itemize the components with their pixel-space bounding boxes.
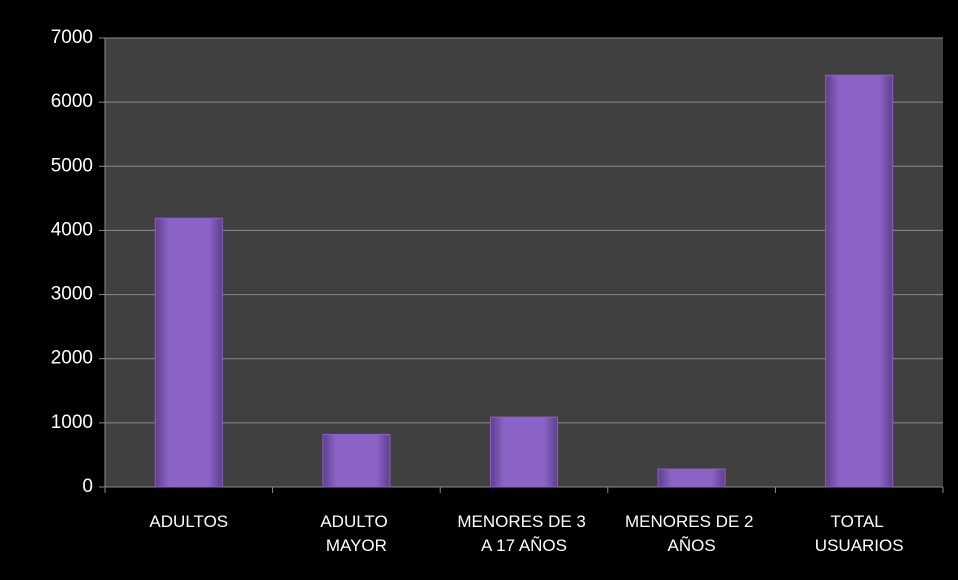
y-tick-label: 0 xyxy=(82,476,93,497)
x-tick-label: ADULTOS xyxy=(149,512,228,531)
y-tick-label: 2000 xyxy=(51,348,93,369)
y-tick-label: 5000 xyxy=(51,155,93,176)
plot-area xyxy=(105,38,943,487)
y-tick-label: 6000 xyxy=(51,91,93,112)
y-tick-label: 4000 xyxy=(51,219,93,240)
x-tick-label: ADULTO MAYOR xyxy=(320,512,392,555)
y-tick-label: 1000 xyxy=(51,412,93,433)
x-tick-label: MENORES DE 2 AÑOS xyxy=(625,512,758,555)
y-tick-label: 3000 xyxy=(51,284,93,305)
y-tick-label: 7000 xyxy=(51,27,93,48)
x-tick-label: TOTAL USUARIOS xyxy=(815,512,904,555)
bar xyxy=(154,217,223,488)
bar xyxy=(489,416,559,488)
bar xyxy=(657,468,726,488)
bar xyxy=(322,433,391,488)
bar xyxy=(825,74,894,488)
x-tick-label: MENORES DE 3 A 17 AÑOS xyxy=(457,512,590,555)
